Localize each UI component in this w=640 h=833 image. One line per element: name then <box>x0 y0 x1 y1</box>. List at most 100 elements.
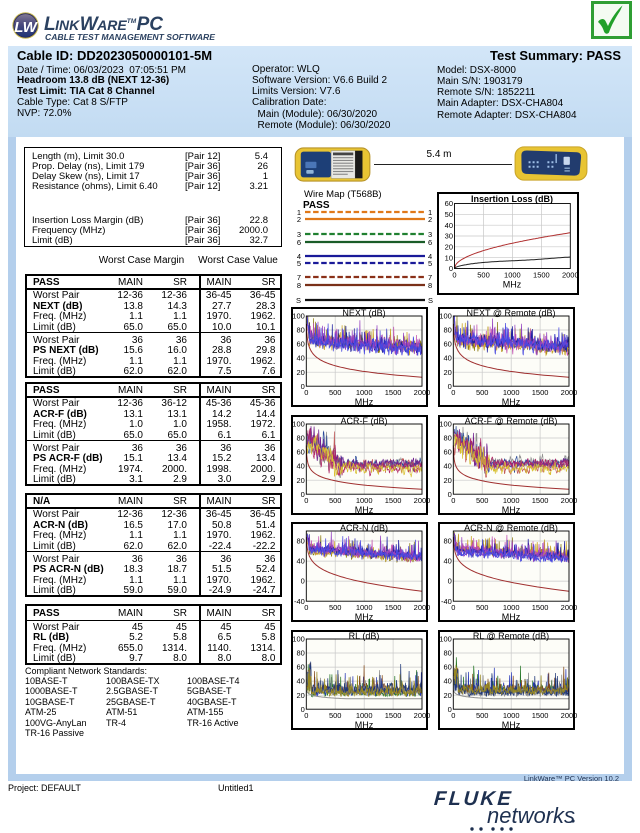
svg-text:60: 60 <box>443 662 451 671</box>
svg-text:1000: 1000 <box>503 603 520 612</box>
svg-text:2000: 2000 <box>414 603 431 612</box>
svg-text:MHz: MHz <box>502 612 521 622</box>
svg-text:1500: 1500 <box>532 496 549 505</box>
svg-text:1500: 1500 <box>532 711 549 720</box>
svg-text:50: 50 <box>445 210 453 219</box>
svg-text:2000: 2000 <box>561 711 578 720</box>
svg-text:0: 0 <box>304 496 308 505</box>
svg-text:networks: networks <box>487 803 575 828</box>
svg-text:-40: -40 <box>441 597 452 606</box>
svg-text:0: 0 <box>304 711 308 720</box>
svg-text:1000: 1000 <box>356 496 373 505</box>
svg-text:1000: 1000 <box>503 388 520 397</box>
svg-text:40: 40 <box>296 676 304 685</box>
svg-text:5: 5 <box>428 259 432 268</box>
svg-text:40: 40 <box>443 354 451 363</box>
svg-text:500: 500 <box>329 388 342 397</box>
svg-text:80: 80 <box>296 433 304 442</box>
svg-text:6: 6 <box>428 238 432 247</box>
svg-text:100: 100 <box>292 312 305 321</box>
svg-text:S: S <box>296 296 301 305</box>
svg-text:2000: 2000 <box>561 603 578 612</box>
svg-text:100: 100 <box>439 634 452 643</box>
svg-text:-40: -40 <box>294 597 305 606</box>
svg-text:40: 40 <box>296 354 304 363</box>
svg-text:8: 8 <box>428 281 432 290</box>
svg-text:2000: 2000 <box>414 388 431 397</box>
svg-text:60: 60 <box>296 447 304 456</box>
svg-text:1500: 1500 <box>532 603 549 612</box>
svg-text:MHz: MHz <box>503 280 522 290</box>
svg-text:80: 80 <box>443 537 451 546</box>
svg-text:30: 30 <box>445 232 453 241</box>
svg-text:LW: LW <box>14 19 38 36</box>
svg-text:60: 60 <box>296 340 304 349</box>
svg-text:1000: 1000 <box>503 711 520 720</box>
svg-text:1000: 1000 <box>356 603 373 612</box>
svg-text:2000: 2000 <box>561 388 578 397</box>
svg-text:0: 0 <box>304 603 308 612</box>
svg-text:1000: 1000 <box>503 496 520 505</box>
svg-text:1500: 1500 <box>385 496 402 505</box>
svg-text:0: 0 <box>448 705 452 714</box>
svg-text:100: 100 <box>292 419 305 428</box>
svg-text:0: 0 <box>451 496 455 505</box>
svg-text:20: 20 <box>443 691 451 700</box>
svg-text:MHz: MHz <box>502 505 521 515</box>
svg-text:Insertion Loss (dB): Insertion Loss (dB) <box>471 194 553 204</box>
svg-text:0: 0 <box>301 705 305 714</box>
svg-text:NEXT (dB): NEXT (dB) <box>342 308 385 318</box>
svg-text:20: 20 <box>296 475 304 484</box>
svg-text:80: 80 <box>296 326 304 335</box>
svg-text:MHz: MHz <box>355 505 374 515</box>
svg-text:80: 80 <box>296 537 304 546</box>
svg-text:60: 60 <box>443 447 451 456</box>
svg-text:80: 80 <box>443 648 451 657</box>
svg-text:1000: 1000 <box>504 271 521 280</box>
svg-text:6: 6 <box>297 238 301 247</box>
svg-text:8: 8 <box>297 281 301 290</box>
svg-text:MHz: MHz <box>355 397 374 407</box>
svg-text:LINKWARETMPC: LINKWARETMPC <box>44 14 163 35</box>
svg-text:RL (dB): RL (dB) <box>349 631 380 641</box>
svg-text:MHz: MHz <box>355 720 374 730</box>
svg-text:1: 1 <box>428 208 432 217</box>
svg-text:40: 40 <box>443 461 451 470</box>
svg-text:0: 0 <box>451 711 455 720</box>
svg-text:0: 0 <box>452 271 456 280</box>
svg-text:ACR-N @ Remote (dB): ACR-N @ Remote (dB) <box>464 523 558 533</box>
svg-text:20: 20 <box>445 242 453 251</box>
svg-text:4: 4 <box>297 252 301 261</box>
svg-text:500: 500 <box>329 711 342 720</box>
svg-text:0: 0 <box>451 388 455 397</box>
svg-text:RL @ Remote (dB): RL @ Remote (dB) <box>473 631 549 641</box>
svg-text:MHz: MHz <box>502 397 521 407</box>
svg-text:60: 60 <box>296 662 304 671</box>
svg-text:60: 60 <box>445 199 453 208</box>
svg-text:7: 7 <box>428 273 432 282</box>
svg-text:NEXT @ Remote (dB): NEXT @ Remote (dB) <box>467 308 556 318</box>
svg-text:500: 500 <box>476 496 489 505</box>
svg-text:0: 0 <box>304 388 308 397</box>
svg-text:CABLE TEST MANAGEMENT SOFTWARE: CABLE TEST MANAGEMENT SOFTWARE <box>45 32 215 42</box>
svg-text:1000: 1000 <box>356 388 373 397</box>
svg-text:500: 500 <box>476 388 489 397</box>
svg-text:80: 80 <box>443 433 451 442</box>
svg-text:0: 0 <box>448 577 452 586</box>
svg-text:2000: 2000 <box>561 496 578 505</box>
svg-text:0: 0 <box>301 382 305 391</box>
svg-text:1500: 1500 <box>385 603 402 612</box>
svg-text:0: 0 <box>448 382 452 391</box>
svg-text:1500: 1500 <box>385 388 402 397</box>
svg-text:4: 4 <box>428 252 432 261</box>
svg-text:ACR-F @ Remote (dB): ACR-F @ Remote (dB) <box>465 416 558 426</box>
svg-text:40: 40 <box>445 221 453 230</box>
svg-text:40: 40 <box>296 461 304 470</box>
svg-text:40: 40 <box>443 676 451 685</box>
svg-text:0: 0 <box>301 489 305 498</box>
svg-text:MHz: MHz <box>502 720 521 730</box>
svg-text:1500: 1500 <box>532 388 549 397</box>
svg-text:2000: 2000 <box>414 496 431 505</box>
svg-text:7: 7 <box>297 273 301 282</box>
svg-text:0: 0 <box>448 489 452 498</box>
